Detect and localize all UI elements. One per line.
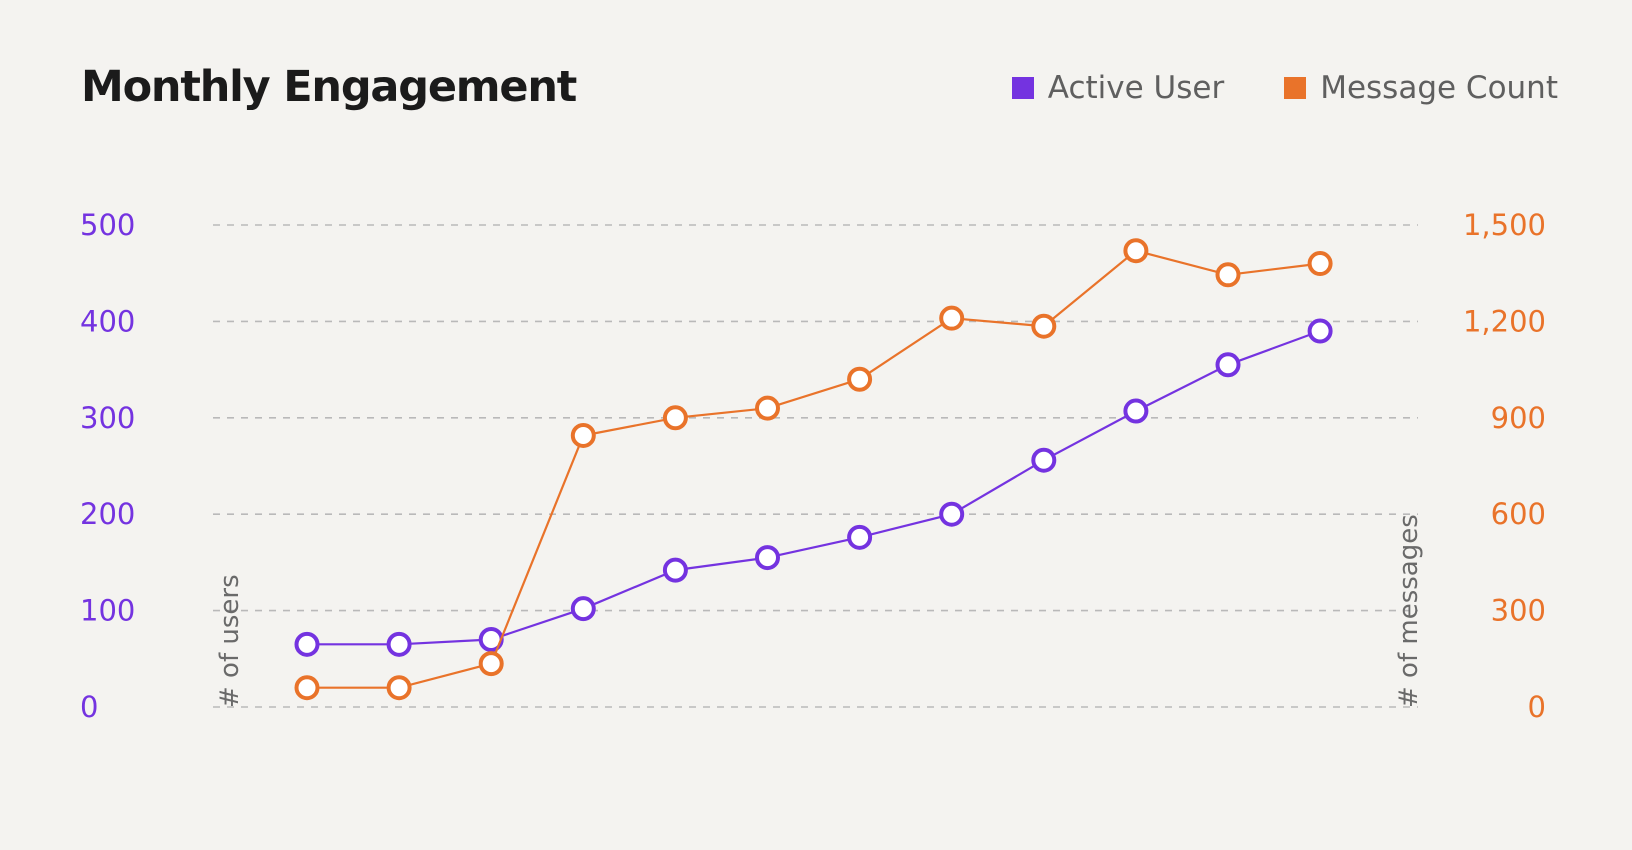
right-tick-label: 600 bbox=[1491, 497, 1546, 531]
data-point-message-count[interactable] bbox=[1307, 251, 1333, 277]
left-tick-label: 500 bbox=[80, 208, 135, 242]
data-point-message-count[interactable] bbox=[386, 675, 412, 701]
data-point-message-count[interactable] bbox=[1031, 313, 1057, 339]
legend-label-message-count: Message Count bbox=[1320, 70, 1558, 106]
legend-label-active-user: Active User bbox=[1047, 70, 1225, 106]
legend-swatch-active-user bbox=[1011, 77, 1034, 99]
data-point-active-user[interactable] bbox=[570, 596, 596, 622]
right-tick-label: 1,500 bbox=[1463, 208, 1546, 242]
data-point-message-count[interactable] bbox=[847, 366, 873, 392]
right-tick-label: 300 bbox=[1491, 594, 1546, 628]
series-line-message-count bbox=[307, 249, 1321, 689]
left-axis-title: # of users bbox=[215, 574, 245, 708]
data-point-active-user[interactable] bbox=[662, 557, 688, 583]
left-tick-label: 300 bbox=[80, 401, 135, 435]
series-active-user bbox=[294, 318, 1333, 657]
left-tick-label: 100 bbox=[80, 594, 135, 628]
data-point-message-count[interactable] bbox=[939, 305, 965, 331]
data-point-active-user[interactable] bbox=[755, 545, 780, 571]
data-point-active-user[interactable] bbox=[1123, 398, 1149, 424]
data-point-active-user[interactable] bbox=[386, 631, 412, 657]
series-message-count bbox=[294, 238, 1333, 701]
data-point-active-user[interactable] bbox=[294, 631, 320, 657]
right-tick-label: 0 bbox=[1528, 690, 1546, 724]
left-tick-label: 0 bbox=[80, 690, 98, 724]
data-point-active-user[interactable] bbox=[1215, 352, 1241, 378]
right-tick-label: 1,200 bbox=[1463, 304, 1546, 338]
data-point-active-user[interactable] bbox=[939, 501, 965, 527]
legend-swatch-message-count bbox=[1284, 77, 1307, 99]
data-point-active-user[interactable] bbox=[847, 524, 873, 550]
data-point-message-count[interactable] bbox=[294, 675, 320, 701]
chart-legend: Active User Message Count bbox=[1011, 70, 1558, 106]
right-axis-title: # of messages bbox=[1394, 514, 1424, 708]
data-point-message-count[interactable] bbox=[1123, 238, 1149, 264]
data-point-message-count[interactable] bbox=[755, 395, 780, 421]
data-point-message-count[interactable] bbox=[662, 405, 688, 431]
data-point-active-user[interactable] bbox=[1031, 447, 1057, 473]
right-axis-ticks: 0 300 600 900 1,200 1,500 bbox=[1463, 208, 1546, 724]
legend-item-active-user[interactable]: Active User bbox=[1011, 70, 1225, 106]
left-tick-label: 400 bbox=[80, 304, 135, 338]
data-point-message-count[interactable] bbox=[478, 651, 504, 677]
right-tick-label: 900 bbox=[1491, 401, 1546, 435]
series-line-active-user bbox=[307, 329, 1321, 646]
data-point-message-count[interactable] bbox=[1215, 262, 1241, 288]
left-axis-ticks: 0 100 200 300 400 500 bbox=[80, 208, 135, 724]
series-layer bbox=[294, 238, 1333, 701]
left-tick-label: 200 bbox=[80, 497, 135, 531]
legend-item-message-count[interactable]: Message Count bbox=[1284, 70, 1558, 106]
gridlines bbox=[213, 224, 1418, 708]
data-point-message-count[interactable] bbox=[570, 422, 596, 448]
data-point-active-user[interactable] bbox=[1307, 318, 1333, 344]
chart-title: Monthly Engagement bbox=[81, 62, 577, 112]
